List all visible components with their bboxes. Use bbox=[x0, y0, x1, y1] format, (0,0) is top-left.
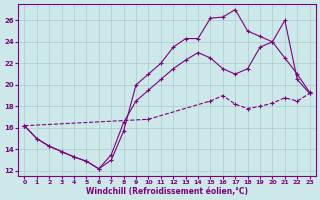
X-axis label: Windchill (Refroidissement éolien,°C): Windchill (Refroidissement éolien,°C) bbox=[86, 187, 248, 196]
